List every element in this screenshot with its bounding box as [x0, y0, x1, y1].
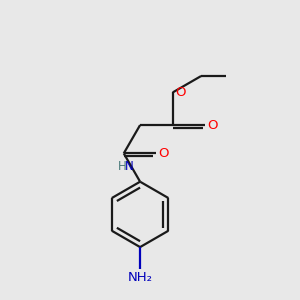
Text: O: O: [175, 86, 185, 99]
Text: H: H: [118, 160, 126, 173]
Text: O: O: [158, 147, 169, 160]
Text: O: O: [208, 118, 218, 132]
Text: N: N: [124, 160, 133, 173]
Text: NH₂: NH₂: [128, 271, 153, 284]
